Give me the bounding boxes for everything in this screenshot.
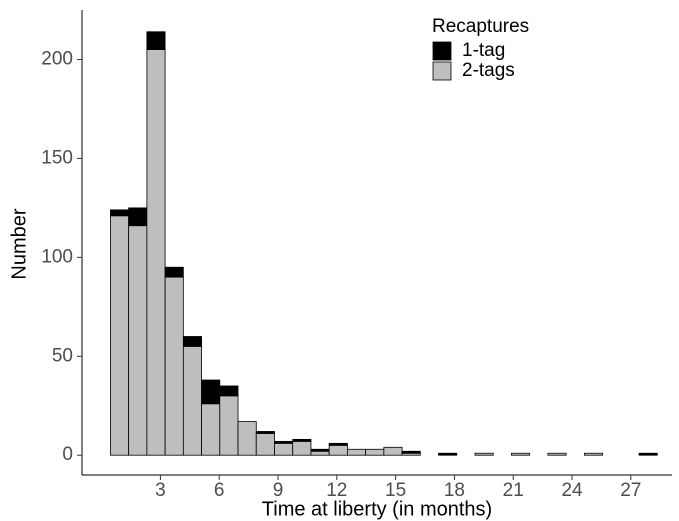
y-tick-label: 0 <box>62 444 73 465</box>
y-axis-title: Number <box>8 208 30 279</box>
bar <box>182 345 202 456</box>
legend-title: Recaptures <box>432 16 529 37</box>
bar <box>547 452 567 456</box>
bar <box>438 452 458 456</box>
x-tick-label: 27 <box>620 480 641 501</box>
bar <box>110 209 130 217</box>
bar <box>110 215 130 456</box>
bar <box>292 440 312 456</box>
bar <box>383 446 403 456</box>
y-tick-label: 150 <box>41 147 73 168</box>
bar <box>219 395 239 456</box>
x-tick-label: 9 <box>273 480 284 501</box>
legend-label: 1-tag <box>462 40 505 61</box>
bar <box>310 448 330 452</box>
x-tick-label: 15 <box>385 480 406 501</box>
bar <box>201 379 221 405</box>
bar <box>255 431 275 434</box>
y-tick-label: 200 <box>41 48 73 69</box>
x-tick-label: 12 <box>326 480 347 501</box>
bar <box>128 207 148 227</box>
y-tick-label: 50 <box>52 345 73 366</box>
bar <box>237 421 257 456</box>
legend-swatch <box>432 41 452 61</box>
bar <box>401 450 421 454</box>
bar <box>128 225 148 456</box>
bar <box>328 444 348 456</box>
x-tick-label: 24 <box>561 480 583 501</box>
bar <box>328 442 348 446</box>
bar <box>164 276 184 456</box>
bar <box>474 452 494 456</box>
bar <box>310 450 330 456</box>
x-tick-label: 21 <box>503 480 524 501</box>
bar <box>292 438 312 442</box>
bar <box>219 385 239 397</box>
bar <box>201 403 221 456</box>
bar <box>583 452 604 456</box>
bar <box>274 442 294 456</box>
bar <box>638 452 658 456</box>
bar <box>146 49 166 456</box>
bar <box>274 440 294 444</box>
bar <box>347 448 367 456</box>
legend-swatch <box>432 61 452 81</box>
bar <box>255 433 275 456</box>
x-axis-title: Time at liberty (in months) <box>262 498 492 520</box>
bar <box>365 448 385 456</box>
y-tick-label: 100 <box>41 246 73 267</box>
bar <box>511 452 531 456</box>
bar <box>182 336 202 347</box>
bar <box>146 31 166 50</box>
x-tick-label: 3 <box>155 480 166 501</box>
x-tick-label: 6 <box>214 480 225 501</box>
x-tick-label: 18 <box>444 480 465 501</box>
bar <box>164 266 184 278</box>
legend-label: 2-tags <box>462 60 515 81</box>
